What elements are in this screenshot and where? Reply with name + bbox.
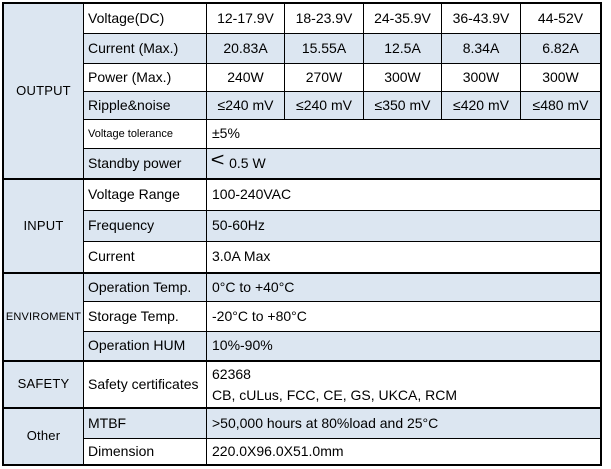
safety-certificates-value: 62368 CB, cULus, FCC, CE, GS, UKCA, RCM <box>207 362 600 409</box>
safety-certificates-line1: 62368 <box>212 365 251 382</box>
current-max-value-3: 12.5A <box>364 34 442 64</box>
voltage-range-value: 100-240VAC <box>207 180 600 211</box>
safety-certificates-line2: CB, cULus, FCC, CE, GS, UKCA, RCM <box>212 386 458 403</box>
section-title-other: Other <box>4 409 84 464</box>
row-label-input-current: Current <box>84 242 207 274</box>
storage-temp-value: -20°C to +80°C <box>207 302 600 332</box>
row-label-mtbf: MTBF <box>84 409 207 439</box>
operation-temp-value: 0°C to +40°C <box>207 274 600 302</box>
ripple-value-5: ≤480 mV <box>521 92 600 120</box>
frequency-value: 50-60Hz <box>207 211 600 242</box>
row-label-current-max: Current (Max.) <box>84 34 207 64</box>
row-label-storage-temp: Storage Temp. <box>84 302 207 332</box>
voltage-dc-value-5: 44-52V <box>521 4 600 34</box>
dimension-value: 220.0X96.0X51.0mm <box>212 442 344 459</box>
current-max-value-4: 8.34A <box>442 34 521 64</box>
voltage-dc-value-4: 36-43.9V <box>442 4 521 34</box>
row-label-operation-temp: Operation Temp. <box>84 274 207 302</box>
voltage-tolerance-value: ±5% <box>207 120 600 149</box>
ripple-value-2: ≤240 mV <box>285 92 364 120</box>
row-label-safety-certificates: Safety certificates <box>84 362 207 409</box>
standby-power-value: < 0.5 W <box>207 149 600 180</box>
power-max-value-4: 300W <box>442 64 521 92</box>
row-label-standby-power: Standby power <box>84 149 207 180</box>
row-label-dimension: Dimension <box>84 439 207 464</box>
voltage-dc-value-3: 24-35.9V <box>364 4 442 34</box>
standby-power-value-text: 0.5 W <box>229 154 266 171</box>
row-label-voltage-dc: Voltage(DC) <box>84 4 207 34</box>
current-max-value-5: 6.82A <box>521 34 600 64</box>
mtbf-value: >50,000 hours at 80%load and 25°C <box>207 409 600 439</box>
power-max-value-1: 240W <box>207 64 285 92</box>
input-current-value: 3.0A Max <box>207 242 600 274</box>
row-label-voltage-range: Voltage Range <box>84 180 207 211</box>
ripple-value-1: ≤240 mV <box>207 92 285 120</box>
ripple-value-4: ≤420 mV <box>442 92 521 120</box>
current-max-value-2: 15.55A <box>285 34 364 64</box>
operation-hum-value: 10%-90% <box>207 332 600 362</box>
section-title-input: INPUT <box>4 180 84 274</box>
section-title-output: OUTPUT <box>4 4 84 180</box>
row-label-power-max: Power (Max.) <box>84 64 207 92</box>
power-max-value-5: 300W <box>521 64 600 92</box>
section-title-enviroment: ENVIROMENT <box>4 274 84 362</box>
voltage-dc-value-1: 12-17.9V <box>207 4 285 34</box>
row-label-voltage-tolerance: Voltage tolerance <box>84 120 207 149</box>
less-than-symbol: < <box>210 150 225 172</box>
power-max-value-2: 270W <box>285 64 364 92</box>
section-title-safety: SAFETY <box>4 362 84 409</box>
ripple-value-3: ≤350 mV <box>364 92 442 120</box>
row-label-ripple-noise: Ripple&noise <box>84 92 207 120</box>
power-max-value-3: 300W <box>364 64 442 92</box>
current-max-value-1: 20.83A <box>207 34 285 64</box>
row-label-operation-hum: Operation HUM <box>84 332 207 362</box>
power-supply-spec-table: OUTPUT INPUT ENVIROMENT SAFETY Other Vol… <box>2 2 602 466</box>
voltage-dc-value-2: 18-23.9V <box>285 4 364 34</box>
row-label-frequency: Frequency <box>84 211 207 242</box>
